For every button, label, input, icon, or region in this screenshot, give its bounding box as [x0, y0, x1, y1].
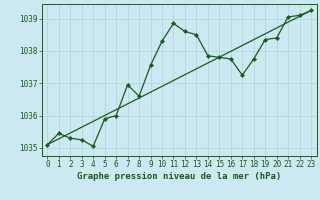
X-axis label: Graphe pression niveau de la mer (hPa): Graphe pression niveau de la mer (hPa): [77, 172, 281, 181]
